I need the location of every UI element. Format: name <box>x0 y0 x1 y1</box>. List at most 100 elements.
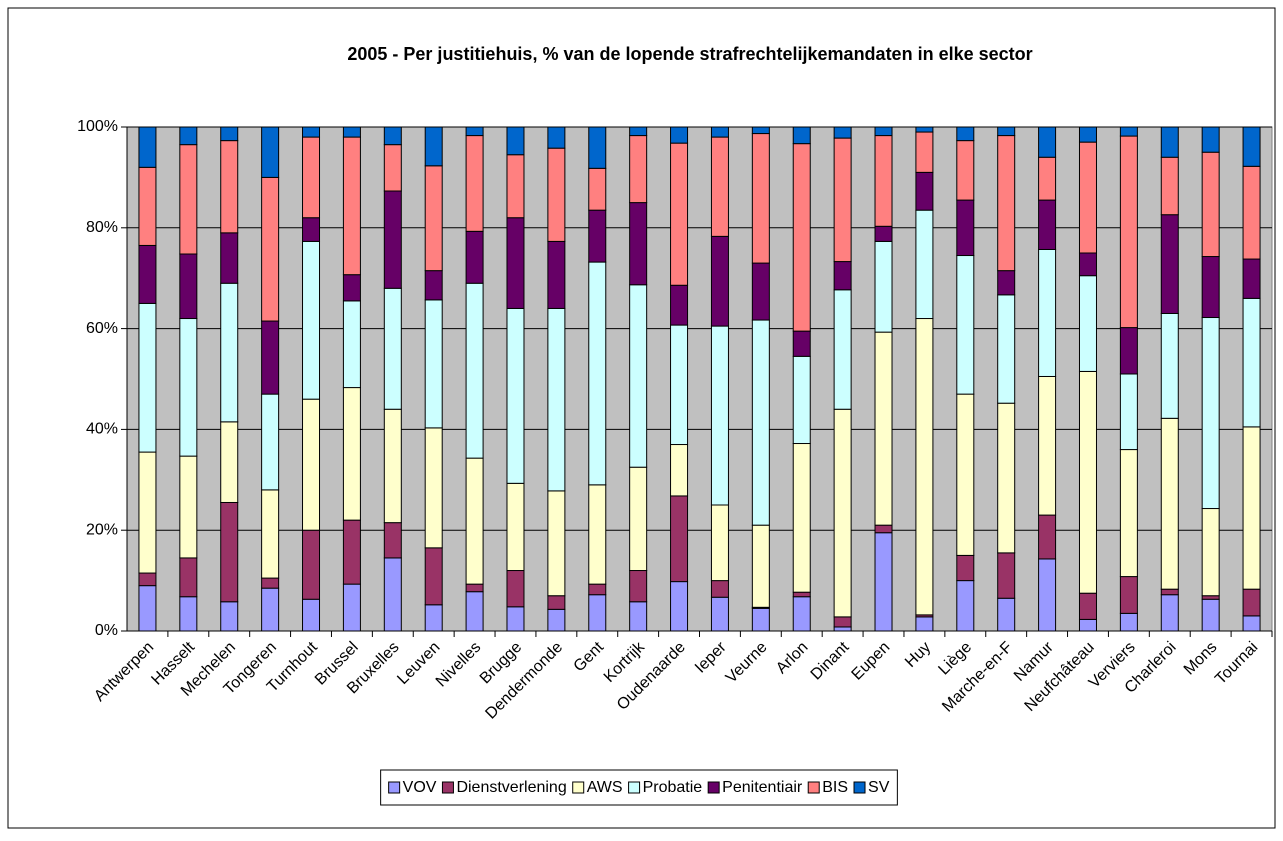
bar-segment <box>1242 588 1261 617</box>
bar-segment <box>342 274 361 302</box>
bar-segment <box>342 126 361 138</box>
bar-segment <box>1160 156 1179 216</box>
bar-segment <box>506 482 525 572</box>
bar-segment <box>547 490 566 597</box>
bar-segment <box>1201 317 1220 510</box>
bar-segment <box>383 126 402 146</box>
legend-swatch <box>388 781 401 794</box>
bar-segment <box>179 455 198 559</box>
bar-segment <box>138 244 157 304</box>
bar-segment <box>833 137 852 263</box>
bar-segment <box>383 287 402 410</box>
bar-segment <box>833 616 852 628</box>
bar-segment <box>506 606 525 632</box>
bar-segment <box>710 580 729 598</box>
bar-segment <box>138 302 157 453</box>
bar-segment <box>261 489 280 579</box>
bar-segment <box>1242 297 1261 428</box>
bar-segment <box>629 284 648 468</box>
bar-segment <box>1160 594 1179 632</box>
bar-segment <box>751 126 770 135</box>
bar-segment <box>1119 449 1138 578</box>
bar-segment <box>261 577 280 589</box>
bar-segment <box>1242 165 1261 260</box>
bar-segment <box>506 570 525 608</box>
bar-segment <box>1038 156 1057 201</box>
bar-segment <box>506 217 525 309</box>
bar-segment <box>915 171 934 211</box>
bar-segment <box>261 587 280 632</box>
bar-segment <box>1160 417 1179 590</box>
bar-segment <box>833 126 852 139</box>
bar-segment <box>342 300 361 389</box>
bar-segment <box>1038 514 1057 560</box>
bar-segment <box>588 261 607 486</box>
bar-segment <box>956 126 975 142</box>
bar-segment <box>915 318 934 616</box>
bar-segment <box>302 136 321 219</box>
y-tick-label: 20% <box>86 521 118 538</box>
bar-segment <box>670 495 689 583</box>
bar-segment <box>342 136 361 276</box>
bar-segment <box>424 604 443 632</box>
bar-segment <box>1078 370 1097 594</box>
bar-segment <box>383 522 402 559</box>
bar-segment <box>874 532 893 632</box>
bar-segment <box>792 355 811 445</box>
bar-segment <box>465 282 484 459</box>
bar-segment <box>915 616 934 632</box>
bar-segment <box>465 230 484 284</box>
bar-segment <box>1119 126 1138 137</box>
bar-segment <box>956 580 975 632</box>
bar-segment <box>1242 126 1261 167</box>
bar-segment <box>915 126 934 133</box>
bar-segment <box>629 570 648 603</box>
bar-segment <box>424 299 443 429</box>
bar-segment <box>547 307 566 492</box>
bar-segment <box>1119 135 1138 329</box>
bar-segment <box>1119 327 1138 375</box>
bar-segment <box>670 142 689 286</box>
bar-segment <box>179 318 198 457</box>
bar-segment <box>424 427 443 549</box>
y-tick-label: 0% <box>95 622 118 639</box>
bar-segment <box>1119 373 1138 451</box>
bar-segment <box>792 143 811 332</box>
bar-segment <box>710 235 729 327</box>
bar-segment <box>751 524 770 608</box>
bar-segment <box>751 133 770 264</box>
bar-segment <box>1201 508 1220 597</box>
plot-area <box>126 126 1273 632</box>
bar-segment <box>792 330 811 357</box>
bar-segment <box>506 126 525 156</box>
bar-segment <box>997 126 1016 137</box>
bar-segment <box>261 176 280 322</box>
bar-segment <box>302 598 321 632</box>
legend-swatch <box>807 781 820 794</box>
chart-title: 2005 - Per justitiehuis, % van de lopend… <box>347 44 1032 64</box>
bar-segment <box>670 324 689 446</box>
bar-segment <box>1242 426 1261 590</box>
bar-segment <box>302 529 321 600</box>
bar-segment <box>1201 598 1220 632</box>
bar-segment <box>956 554 975 582</box>
bar-segment <box>547 240 566 309</box>
bar-segment <box>670 284 689 326</box>
bar-segment <box>547 608 566 632</box>
bar-segment <box>956 393 975 556</box>
bar-segment <box>302 398 321 531</box>
bar-segment <box>138 166 157 246</box>
legend-label: Dienstverlening <box>456 779 566 796</box>
bar-segment <box>1160 126 1179 158</box>
bar-segment <box>670 581 689 632</box>
bar-segment <box>629 466 648 572</box>
bar-segment <box>465 583 484 593</box>
bar-segment <box>465 457 484 585</box>
bar-segment <box>629 126 648 137</box>
bar-segment <box>997 402 1016 554</box>
bar-segment <box>751 607 770 632</box>
bar-segment <box>792 596 811 632</box>
bar-segment <box>710 136 729 237</box>
bar-segment <box>220 282 239 423</box>
